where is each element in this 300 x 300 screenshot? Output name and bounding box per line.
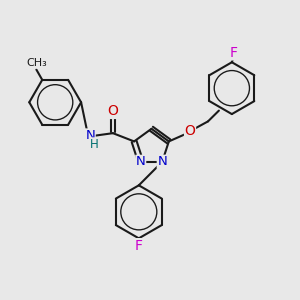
Text: O: O xyxy=(107,104,118,118)
Text: F: F xyxy=(230,46,238,60)
Text: CH₃: CH₃ xyxy=(27,58,47,68)
Text: H: H xyxy=(90,138,98,151)
Text: N: N xyxy=(157,155,167,168)
Text: N: N xyxy=(136,155,146,168)
Text: O: O xyxy=(184,124,196,138)
Text: N: N xyxy=(85,129,95,142)
Text: F: F xyxy=(135,239,143,253)
